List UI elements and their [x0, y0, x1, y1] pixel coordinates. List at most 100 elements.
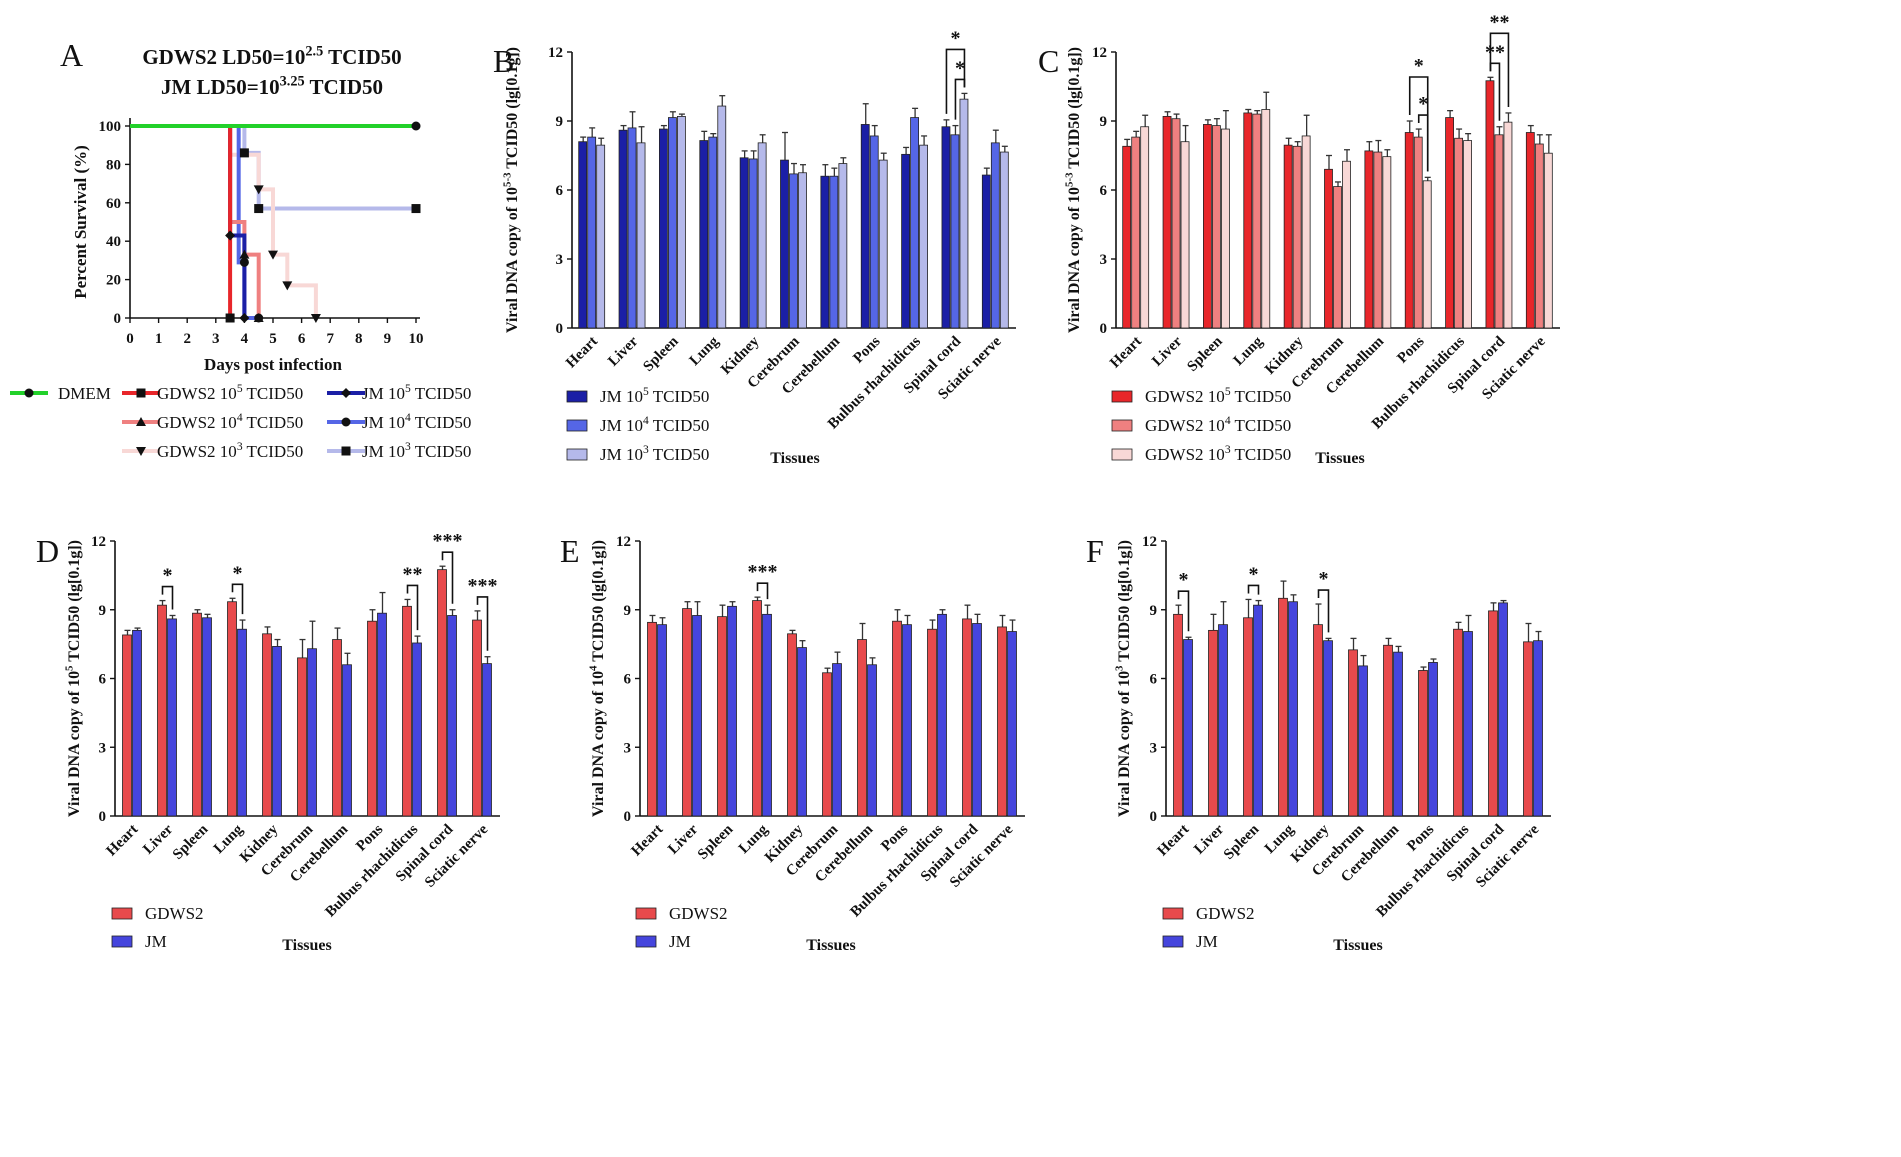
- panel-a-x-tick-label: 5: [269, 331, 277, 347]
- bar: [1413, 136, 1423, 329]
- legend-label: DMEM: [58, 384, 111, 403]
- bar: [1373, 151, 1383, 329]
- survival-point: [225, 313, 235, 323]
- significance-label: *: [1179, 569, 1189, 591]
- bar: [708, 136, 718, 329]
- legend-swatch: [1111, 419, 1133, 432]
- legend-label: GDWS2 105 TCID50: [157, 382, 303, 403]
- panel-b-tissue-label: Liver: [605, 333, 641, 369]
- bar: [762, 613, 772, 817]
- bar: [668, 117, 677, 329]
- bar: [1292, 145, 1302, 329]
- bar: [1498, 602, 1508, 817]
- bar: [1122, 145, 1132, 329]
- bar: [618, 129, 628, 329]
- panel-e-y-tick-label: 12: [616, 534, 631, 550]
- survival-line: [130, 124, 233, 318]
- bar: [867, 664, 877, 817]
- legend-swatch: [566, 448, 588, 461]
- panel-letter-e: E: [560, 533, 580, 569]
- significance-bracket: [954, 78, 966, 120]
- bar: [627, 127, 637, 329]
- significance-label: *: [1249, 563, 1259, 585]
- bar: [1278, 597, 1288, 817]
- legend-swatch: [111, 907, 133, 920]
- bar: [1301, 135, 1311, 329]
- bar: [1131, 136, 1141, 329]
- bar: [297, 657, 307, 817]
- bar: [1463, 631, 1473, 817]
- bar: [739, 157, 749, 329]
- panel-f-y-label: Viral DNA copy of 103 TCID50 (lg[0.1g]): [1114, 540, 1133, 817]
- panel-c-y-tick-label: 12: [1092, 45, 1107, 61]
- bar: [657, 624, 667, 817]
- legend-swatch: [635, 935, 657, 948]
- bar: [272, 646, 282, 817]
- bar: [869, 135, 879, 329]
- bar: [798, 172, 807, 329]
- legend-label: JM 104 TCID50: [362, 411, 471, 432]
- panel-a-y-tick-label: 100: [99, 119, 122, 135]
- panel-c-tissue-label: Lung: [1231, 333, 1267, 369]
- panel-d-y-label: Viral DNA copy of 105 TCID50 (lg[0.1g]): [64, 540, 83, 817]
- legend-marker: [136, 447, 146, 456]
- bar: [1173, 613, 1183, 817]
- bar: [1243, 112, 1253, 329]
- bar: [367, 620, 377, 817]
- bar: [1533, 640, 1543, 817]
- bar: [1162, 116, 1172, 329]
- panel-a-x-tick-label: 10: [409, 331, 424, 347]
- panel-a-title-line2: JM LD50=103.25 TCID50: [161, 74, 383, 99]
- legend-label: JM: [145, 932, 167, 951]
- bar: [1140, 126, 1150, 329]
- bar: [1171, 118, 1181, 329]
- panel-b-y-tick-label: 12: [548, 45, 563, 61]
- bar: [1418, 670, 1428, 817]
- survival-point: [239, 313, 250, 323]
- bar: [919, 144, 928, 329]
- bar: [1503, 121, 1513, 329]
- survival-point: [253, 313, 264, 322]
- panel-f-y-tick-label: 3: [1150, 740, 1158, 756]
- significance-label: ***: [468, 575, 498, 597]
- survival-point: [254, 204, 264, 214]
- panel-d-y-tick-label: 12: [91, 534, 106, 550]
- panel-letter-c: C: [1038, 43, 1059, 79]
- panel-b-tissue-label: Pons: [850, 333, 883, 366]
- survival-point: [239, 249, 250, 259]
- bar: [227, 601, 237, 817]
- panel-a-title-line1: GDWS2 LD50=102.5 TCID50: [142, 44, 401, 69]
- bar: [167, 618, 177, 817]
- bar: [472, 619, 482, 817]
- significance-bracket: [945, 48, 966, 114]
- legend-marker: [341, 417, 351, 427]
- bar: [1243, 617, 1253, 817]
- panel-e-y-tick-label: 9: [624, 603, 632, 619]
- panel-b-y-tick-label: 9: [556, 114, 564, 130]
- legend-swatch: [1111, 448, 1133, 461]
- legend-label: JM 103 TCID50: [600, 443, 709, 464]
- significance-label: ***: [433, 530, 463, 552]
- bar: [578, 141, 588, 329]
- panel-b-y-tick-label: 3: [556, 252, 564, 268]
- panel-d-y-tick-label: 6: [99, 672, 107, 688]
- bar: [1422, 180, 1432, 329]
- bar: [659, 128, 668, 329]
- legend-label: JM 104 TCID50: [600, 414, 709, 435]
- bar: [860, 124, 870, 329]
- legend-swatch: [566, 419, 588, 432]
- bar: [1453, 628, 1463, 817]
- bar: [981, 174, 991, 329]
- panel-a-x-tick-label: 6: [298, 331, 306, 347]
- panel-e-tissue-label: Spleen: [695, 821, 737, 863]
- survival-line: [130, 124, 247, 318]
- legend-marker: [341, 446, 351, 456]
- panel-c-y-tick-label: 6: [1100, 183, 1108, 199]
- bar: [962, 618, 972, 817]
- significance-bracket: [1417, 114, 1429, 172]
- bar: [717, 616, 727, 817]
- bar: [797, 647, 807, 817]
- bar: [682, 608, 692, 817]
- panel-f-tissue-label: Heart: [1155, 822, 1193, 860]
- bar: [1534, 143, 1544, 329]
